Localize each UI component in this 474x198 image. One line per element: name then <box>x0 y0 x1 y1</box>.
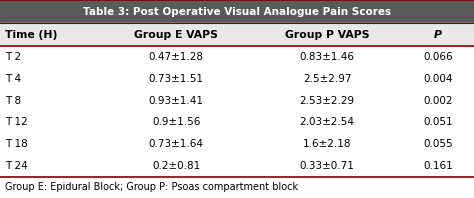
Text: Group E VAPS: Group E VAPS <box>134 30 218 40</box>
Bar <box>0 112 474 133</box>
Text: 1.6±2.18: 1.6±2.18 <box>303 139 351 149</box>
Text: 0.004: 0.004 <box>423 74 453 84</box>
Text: Time (H): Time (H) <box>5 30 57 40</box>
Text: T 4: T 4 <box>5 74 21 84</box>
Text: 2.53±2.29: 2.53±2.29 <box>300 96 355 106</box>
Text: T 8: T 8 <box>5 96 21 106</box>
Bar <box>0 155 474 177</box>
Text: 0.93±1.41: 0.93±1.41 <box>148 96 204 106</box>
Text: 0.9±1.56: 0.9±1.56 <box>152 117 201 128</box>
Text: 0.2±0.81: 0.2±0.81 <box>152 161 200 171</box>
Text: 2.03±2.54: 2.03±2.54 <box>300 117 355 128</box>
Text: 0.066: 0.066 <box>423 52 453 62</box>
Text: T 24: T 24 <box>5 161 27 171</box>
Text: 0.002: 0.002 <box>423 96 453 106</box>
Text: 0.47±1.28: 0.47±1.28 <box>148 52 204 62</box>
Text: T 12: T 12 <box>5 117 27 128</box>
Text: 0.73±1.64: 0.73±1.64 <box>148 139 204 149</box>
Bar <box>0 46 474 68</box>
Text: Group E: Epidural Block; Group P: Psoas compartment block: Group E: Epidural Block; Group P: Psoas … <box>5 182 298 192</box>
Bar <box>0 90 474 112</box>
Text: 0.83±1.46: 0.83±1.46 <box>300 52 355 62</box>
Text: Group P VAPS: Group P VAPS <box>285 30 369 40</box>
Text: Table 3: Post Operative Visual Analogue Pain Scores: Table 3: Post Operative Visual Analogue … <box>83 7 391 17</box>
Text: 0.055: 0.055 <box>423 139 453 149</box>
Text: 0.161: 0.161 <box>423 161 453 171</box>
Text: P: P <box>434 30 442 40</box>
Bar <box>0 177 474 198</box>
Text: 2.5±2.97: 2.5±2.97 <box>303 74 351 84</box>
Bar <box>0 133 474 155</box>
Bar <box>0 0 474 23</box>
Bar <box>0 68 474 90</box>
Text: 0.73±1.51: 0.73±1.51 <box>148 74 204 84</box>
Text: 0.33±0.71: 0.33±0.71 <box>300 161 355 171</box>
Bar <box>0 23 474 46</box>
Text: T 18: T 18 <box>5 139 27 149</box>
Text: 0.051: 0.051 <box>423 117 453 128</box>
Text: T 2: T 2 <box>5 52 21 62</box>
